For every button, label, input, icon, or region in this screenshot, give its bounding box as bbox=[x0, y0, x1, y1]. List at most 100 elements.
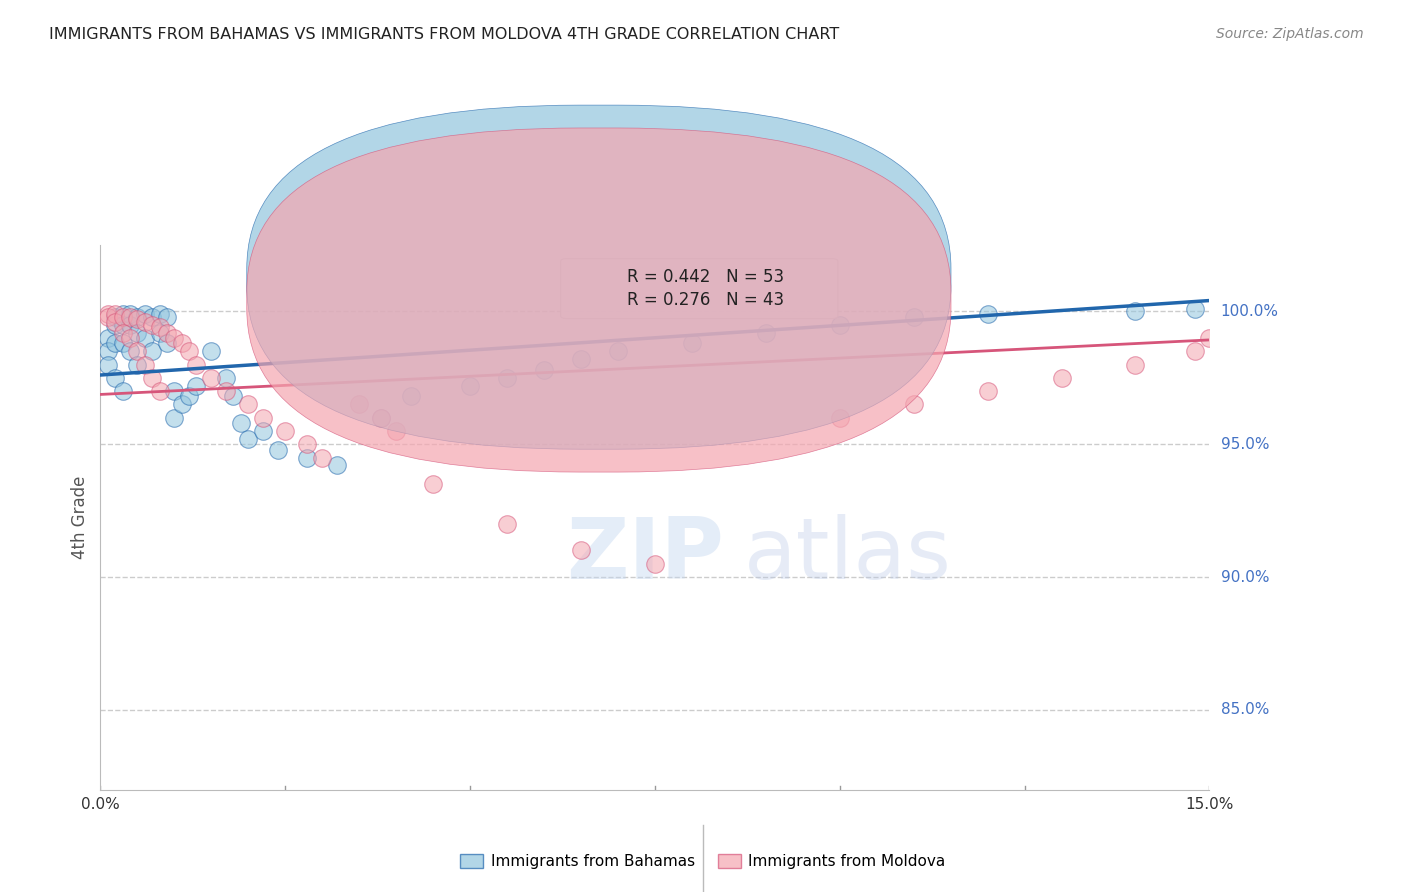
Text: R = 0.276   N = 43: R = 0.276 N = 43 bbox=[627, 291, 785, 309]
Point bbox=[118, 344, 141, 359]
Point bbox=[755, 326, 778, 340]
Point bbox=[134, 307, 156, 321]
Point bbox=[156, 326, 179, 340]
Point bbox=[111, 326, 134, 340]
Point bbox=[118, 307, 141, 321]
Point bbox=[186, 379, 208, 393]
Point bbox=[134, 358, 156, 372]
Point bbox=[1213, 318, 1236, 332]
Point bbox=[156, 310, 179, 324]
Point bbox=[118, 331, 141, 345]
FancyBboxPatch shape bbox=[246, 128, 950, 472]
Point bbox=[903, 310, 925, 324]
Point bbox=[976, 307, 998, 321]
Text: 100.0%: 100.0% bbox=[1220, 304, 1278, 319]
Text: 90.0%: 90.0% bbox=[1220, 569, 1270, 584]
Point bbox=[976, 384, 998, 398]
Point bbox=[186, 358, 208, 372]
Point bbox=[326, 458, 349, 473]
Point bbox=[104, 315, 127, 329]
Point bbox=[97, 344, 120, 359]
Point bbox=[252, 424, 274, 438]
Point bbox=[252, 410, 274, 425]
Point bbox=[222, 389, 245, 403]
Point bbox=[163, 331, 186, 345]
Point bbox=[606, 344, 628, 359]
Point bbox=[347, 397, 370, 411]
Text: R = 0.442   N = 53: R = 0.442 N = 53 bbox=[627, 268, 785, 286]
Point bbox=[238, 432, 260, 446]
Y-axis label: 4th Grade: 4th Grade bbox=[72, 475, 89, 559]
Point bbox=[1184, 344, 1206, 359]
Point bbox=[385, 424, 408, 438]
Point bbox=[177, 389, 200, 403]
Point bbox=[111, 336, 134, 351]
FancyBboxPatch shape bbox=[561, 259, 838, 318]
Point bbox=[148, 307, 170, 321]
Point bbox=[200, 371, 222, 385]
Point bbox=[1125, 358, 1147, 372]
Point bbox=[163, 410, 186, 425]
Point bbox=[104, 371, 127, 385]
Point bbox=[215, 384, 238, 398]
Point bbox=[229, 416, 252, 430]
Point bbox=[458, 379, 481, 393]
Text: Source: ZipAtlas.com: Source: ZipAtlas.com bbox=[1216, 27, 1364, 41]
Point bbox=[104, 318, 127, 332]
Point bbox=[274, 424, 297, 438]
Point bbox=[1050, 371, 1073, 385]
Point bbox=[311, 450, 333, 465]
Point bbox=[569, 543, 592, 558]
Point bbox=[118, 318, 141, 332]
Text: 85.0%: 85.0% bbox=[1220, 702, 1268, 717]
Point bbox=[422, 477, 444, 491]
Text: IMMIGRANTS FROM BAHAMAS VS IMMIGRANTS FROM MOLDOVA 4TH GRADE CORRELATION CHART: IMMIGRANTS FROM BAHAMAS VS IMMIGRANTS FR… bbox=[49, 27, 839, 42]
Point bbox=[644, 557, 666, 571]
Point bbox=[97, 331, 120, 345]
Point bbox=[1198, 331, 1220, 345]
Point bbox=[118, 310, 141, 324]
Point bbox=[141, 344, 163, 359]
Point bbox=[163, 384, 186, 398]
Point bbox=[134, 331, 156, 345]
Point bbox=[370, 410, 392, 425]
Point bbox=[297, 437, 319, 451]
Point bbox=[903, 397, 925, 411]
Point bbox=[399, 389, 422, 403]
Point bbox=[496, 516, 519, 531]
Point bbox=[134, 315, 156, 329]
Point bbox=[496, 371, 519, 385]
Legend: Immigrants from Bahamas, Immigrants from Moldova: Immigrants from Bahamas, Immigrants from… bbox=[454, 848, 952, 875]
Text: ZIP: ZIP bbox=[567, 514, 724, 597]
Point bbox=[104, 307, 127, 321]
Point bbox=[1125, 304, 1147, 318]
FancyBboxPatch shape bbox=[246, 105, 950, 450]
Point bbox=[127, 312, 149, 326]
Point bbox=[297, 450, 319, 465]
Point bbox=[533, 363, 555, 377]
Point bbox=[127, 310, 149, 324]
Point bbox=[148, 326, 170, 340]
Point bbox=[97, 307, 120, 321]
Point bbox=[370, 410, 392, 425]
Point bbox=[681, 336, 703, 351]
Point bbox=[148, 320, 170, 334]
Point bbox=[97, 310, 120, 324]
Point bbox=[111, 307, 134, 321]
Text: atlas: atlas bbox=[744, 514, 952, 597]
Point bbox=[170, 397, 193, 411]
Point bbox=[97, 358, 120, 372]
Point bbox=[111, 384, 134, 398]
Point bbox=[104, 336, 127, 351]
Point bbox=[156, 336, 179, 351]
Point bbox=[828, 318, 851, 332]
Point bbox=[215, 371, 238, 385]
Point bbox=[104, 310, 127, 324]
Point bbox=[828, 410, 851, 425]
Point bbox=[141, 371, 163, 385]
Point bbox=[111, 318, 134, 332]
Point bbox=[141, 318, 163, 332]
Point bbox=[177, 344, 200, 359]
Point bbox=[170, 336, 193, 351]
Point bbox=[200, 344, 222, 359]
